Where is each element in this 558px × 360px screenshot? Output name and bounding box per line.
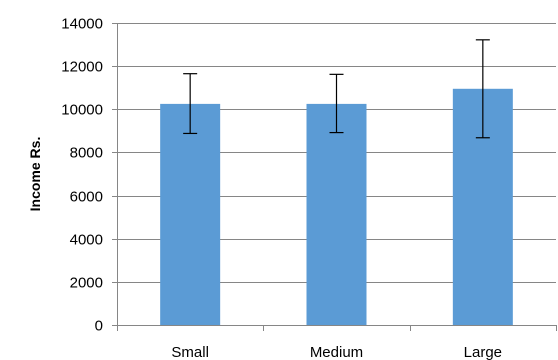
y-tick-label: 8000 <box>70 145 103 162</box>
y-tick-label: 0 <box>95 318 103 335</box>
error-bars <box>183 39 490 139</box>
y-tick-label: 2000 <box>70 275 103 292</box>
y-tick-label: 4000 <box>70 232 103 249</box>
axes <box>112 23 557 331</box>
x-tick-label: Small <box>171 344 209 360</box>
y-tick-label: 14000 <box>61 16 103 33</box>
bar-medium <box>306 103 367 326</box>
y-tick-label: 10000 <box>61 102 103 119</box>
y-tick-label: 12000 <box>61 59 103 76</box>
x-tick-label: Medium <box>310 344 363 360</box>
y-tick-label: 6000 <box>70 189 103 206</box>
y-axis-label: Income Rs. <box>27 137 43 212</box>
y-tick-labels: 0 2000 4000 6000 8000 10000 12000 14000 <box>61 16 103 335</box>
bars <box>160 88 513 326</box>
bar-small <box>160 103 221 326</box>
x-tick-labels: Small Medium Large <box>171 344 502 360</box>
x-tick-label: Large <box>464 344 502 360</box>
